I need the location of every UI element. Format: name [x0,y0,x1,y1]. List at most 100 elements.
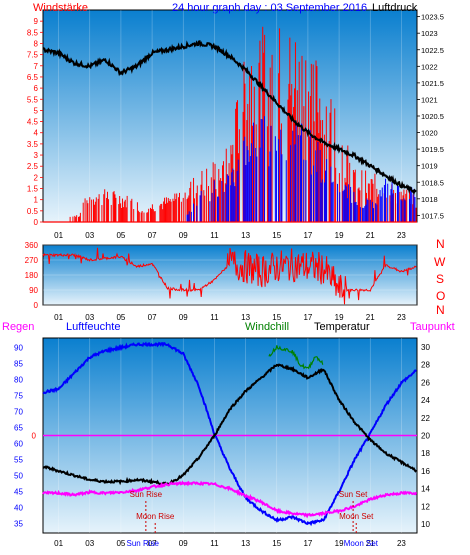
temperatur-label: Temperatur [314,321,370,333]
dir-y-tick-180: 180 [25,271,39,280]
event-label-1: Moon Rise [136,512,175,521]
pressure-y-tick-1017.5: 1017.5 [421,211,444,220]
dir-x-tick-13: 13 [241,313,250,322]
pressure-y-tick-1022.5: 1022.5 [421,46,444,55]
temp-x-tick-01: 01 [54,539,63,548]
temp-x-tick-07: 07 [148,539,157,548]
temp-x-tick-23: 23 [397,539,406,548]
temp-y-tick-18: 18 [421,449,430,458]
dir-x-tick-01: 01 [54,313,63,322]
chart-title: 24 hour graph day : 03 September 2016 [172,2,367,14]
humidity-y-tick-75: 75 [14,392,23,401]
dir-y-tick-0: 0 [34,301,39,310]
wind-y-tick-1: 1 [34,196,39,205]
dir-x-tick-03: 03 [85,313,94,322]
dir-x-tick-07: 07 [148,313,157,322]
pressure-y-tick-1020: 1020 [421,129,438,138]
compass-n-top: N [436,237,445,251]
humidity-y-tick-90: 90 [14,344,23,353]
wind-y-tick-5.5: 5.5 [27,95,39,104]
wind-x-tick-13: 13 [241,231,250,240]
compass-o: O [436,289,445,303]
temp-y-tick-26: 26 [421,378,430,387]
dir-x-tick-09: 09 [179,313,188,322]
wind-x-tick-23: 23 [397,231,406,240]
pressure-y-tick-1020.5: 1020.5 [421,112,444,121]
rain-zero-label: 0 [32,432,37,441]
wind-y-tick-9: 9 [34,17,39,26]
wind-x-tick-01: 01 [54,231,63,240]
wind-y-tick-3: 3 [34,151,39,160]
pressure-y-tick-1023.5: 1023.5 [421,13,444,22]
temp-x-tick-11: 11 [210,539,219,548]
wind-panel-bg [42,9,418,223]
temp-x-tick-17: 17 [303,539,312,548]
dir-y-tick-270: 270 [25,256,39,265]
temperature-line [42,363,418,487]
wind-x-tick-11: 11 [210,231,219,240]
dir-x-tick-21: 21 [366,313,375,322]
wind-y-tick-5: 5 [34,106,39,115]
wind-x-tick-21: 21 [366,231,375,240]
wind-y-tick-7: 7 [34,62,39,71]
temp-x-tick-05: 05 [116,539,125,548]
temp-y-tick-12: 12 [421,502,430,511]
temp-x-tick-21: 21 [366,539,375,548]
temp-y-tick-24: 24 [421,396,430,405]
wind-y-tick-2: 2 [34,173,39,182]
wind-x-tick-19: 19 [335,231,344,240]
wind-x-tick-05: 05 [116,231,125,240]
humidity-y-tick-40: 40 [14,503,23,512]
luftfeuchte-label: Luftfeuchte [66,321,120,333]
wind-y-tick-6: 6 [34,84,39,93]
humidity-y-tick-45: 45 [14,487,23,496]
dir-x-tick-11: 11 [210,313,219,322]
pressure-y-tick-1018.5: 1018.5 [421,178,444,187]
humidity-y-tick-55: 55 [14,455,23,464]
wind-x-tick-17: 17 [303,231,312,240]
temp-y-tick-10: 10 [421,520,430,529]
chart-marks: 00.511.522.533.544.555.566.577.588.59101… [14,10,444,548]
dewpoint-line [42,480,418,519]
wind-y-tick-1.5: 1.5 [27,185,39,194]
temp-x-tick-09: 09 [179,539,188,548]
dir-x-tick-23: 23 [397,313,406,322]
pressure-label: Luftdruck [372,2,418,14]
temp-y-tick-28: 28 [421,361,430,370]
wind-x-tick-07: 07 [148,231,157,240]
wind-y-tick-8.5: 8.5 [27,28,39,37]
compass-n-bottom: N [436,303,445,317]
humidity-line [42,341,417,527]
wind-y-tick-2.5: 2.5 [27,162,39,171]
humidity-y-tick-60: 60 [14,439,23,448]
humidity-y-tick-70: 70 [14,408,23,417]
humidity-y-tick-50: 50 [14,471,23,480]
pressure-y-tick-1018: 1018 [421,195,438,204]
temp-y-tick-22: 22 [421,414,430,423]
wind-x-tick-03: 03 [85,231,94,240]
compass-w: W [434,255,446,269]
pressure-y-tick-1019.5: 1019.5 [421,145,444,154]
temp-x-tick-13: 13 [241,539,250,548]
wind-y-tick-4: 4 [34,129,39,138]
event-label-0: Sun Rise [130,490,163,499]
pressure-y-tick-1022: 1022 [421,62,438,71]
wind-direction-line [42,247,417,305]
dir-x-tick-17: 17 [303,313,312,322]
windchill-line [268,345,324,370]
wind-y-tick-4.5: 4.5 [27,118,39,127]
event-label-2: Sun Set [339,490,368,499]
regen-label: Regen [2,321,34,333]
wind-y-tick-3.5: 3.5 [27,140,39,149]
dir-x-tick-05: 05 [116,313,125,322]
wind-y-tick-0.5: 0.5 [27,207,39,216]
humidity-y-tick-80: 80 [14,376,23,385]
wind-speed-label: Windstärke [33,2,88,14]
temp-y-tick-20: 20 [421,432,430,441]
taupunkt-label: Taupunkt [410,321,455,333]
wind-x-tick-09: 09 [179,231,188,240]
dir-y-tick-90: 90 [29,286,38,295]
pressure-line [43,40,417,196]
